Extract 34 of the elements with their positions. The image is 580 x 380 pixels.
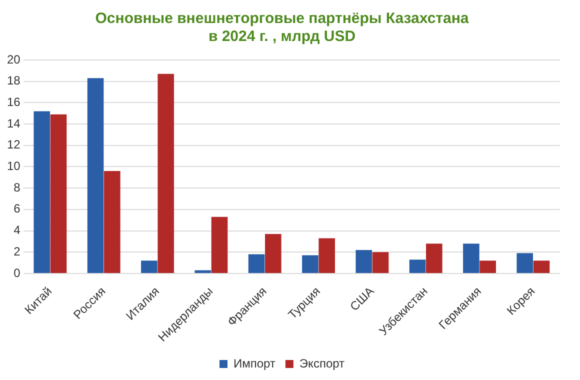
bar (409, 260, 426, 273)
bar (87, 78, 104, 273)
bar (372, 252, 389, 273)
y-tick-label: 20 (6, 52, 21, 66)
bar (318, 238, 335, 273)
y-tick-label: 12 (6, 138, 21, 152)
y-tick-label: 8 (14, 180, 21, 194)
y-tick-label: 0 (14, 266, 21, 280)
y-tick-label: 10 (6, 159, 21, 174)
y-tick-label: 18 (6, 74, 21, 88)
bar (211, 216, 228, 273)
y-tick-label: 16 (6, 95, 21, 109)
bar (516, 253, 533, 273)
bar (141, 260, 158, 273)
bar (480, 260, 496, 273)
bar (158, 74, 174, 273)
bar (426, 244, 442, 273)
bar (265, 234, 282, 273)
bar (194, 270, 212, 273)
legend-label: Импорт (233, 356, 276, 370)
chart-title: Основные внешнеторговые партнёры Казахстана в 2024 г. , млрд USD (95, 10, 470, 46)
bar (50, 114, 67, 273)
y-tick-label: 14 (6, 116, 21, 130)
bar (34, 111, 50, 273)
bar (302, 255, 318, 273)
bar (463, 244, 480, 273)
y-tick-label: 4 (14, 223, 21, 238)
bar (533, 260, 550, 273)
y-tick-label: 2 (14, 244, 21, 258)
bar (356, 250, 372, 273)
y-tick-label: 6 (14, 202, 21, 216)
bar (248, 254, 265, 273)
bar (104, 170, 120, 273)
legend-label: Экспорт (299, 356, 346, 370)
